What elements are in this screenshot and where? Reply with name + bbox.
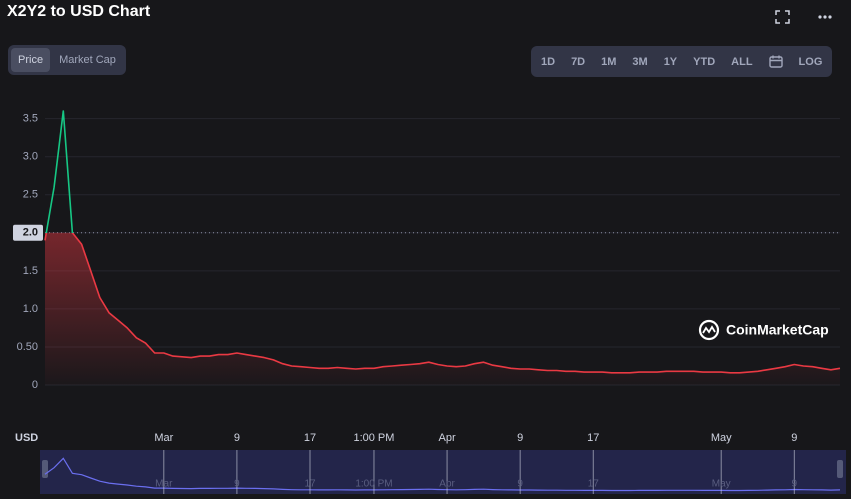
navigator-handle[interactable] — [42, 460, 48, 478]
navigator-handle[interactable] — [837, 460, 843, 478]
fullscreen-icon[interactable] — [775, 10, 790, 24]
calendar-icon — [768, 55, 783, 68]
y-tick-label: 3.0 — [23, 151, 38, 163]
y-tick-label: 3.5 — [23, 113, 38, 125]
navigator-tick-label: 17 — [304, 479, 316, 490]
y-tick-label: 2.0 — [23, 227, 38, 239]
navigator-tick-label: 9 — [234, 479, 240, 490]
range-button[interactable]: 1D — [541, 55, 556, 68]
range-button[interactable]: LOG — [798, 55, 823, 68]
y-tick-label: 1.0 — [23, 303, 38, 315]
navigator[interactable] — [40, 450, 846, 494]
x-tick-label: 17 — [304, 432, 316, 444]
navigator-tick-label: Mar — [155, 479, 173, 490]
watermark-text: CoinMarketCap — [726, 322, 829, 338]
view-toggle: Price Market Cap — [8, 45, 126, 75]
navigator-tick-label: May — [712, 479, 731, 490]
range-buttons: 1D 7D 1M 3M 1Y YTD ALL LOG — [531, 46, 833, 77]
x-tick-label: 9 — [234, 432, 240, 444]
navigator-tick-label: 17 — [588, 479, 600, 490]
toggle-button[interactable]: Market Cap — [59, 54, 116, 66]
x-tick-label: Mar — [154, 432, 173, 444]
navigator-tick-label: 9 — [517, 479, 523, 490]
x-tick-label: 17 — [587, 432, 599, 444]
navigator-tick-label: Apr — [439, 479, 455, 490]
calendar-button[interactable] — [762, 49, 790, 74]
navigator-line — [44, 457, 841, 492]
x-tick-label: May — [711, 432, 732, 444]
x-tick-label: Apr — [439, 432, 456, 444]
x-tick-label: 1:00 PM — [353, 432, 394, 444]
range-button[interactable]: 1Y — [663, 55, 678, 68]
navigator-tick-label: 1:00 PM — [355, 479, 392, 490]
x-tick-label: 9 — [791, 432, 797, 444]
price-area — [45, 232, 840, 385]
baseline-label-box — [13, 224, 43, 241]
more-icon[interactable] — [818, 15, 832, 19]
watermark: CoinMarketCap — [698, 319, 829, 341]
currency-label: USD — [15, 432, 38, 444]
range-button[interactable]: YTD — [693, 55, 716, 68]
y-tick-label: 0.50 — [17, 341, 38, 353]
toggle-button[interactable]: Price — [11, 48, 51, 72]
x-tick-label: 9 — [517, 432, 523, 444]
chart-title: X2Y2 to USD Chart — [7, 3, 151, 20]
y-tick-label: 2.5 — [23, 189, 38, 201]
range-button[interactable]: ALL — [731, 55, 753, 68]
range-button[interactable]: 3M — [632, 55, 648, 68]
range-button[interactable]: 7D — [571, 55, 586, 68]
range-button[interactable]: 1M — [601, 55, 617, 68]
y-tick-label: 1.5 — [23, 265, 38, 277]
y-tick-label: 0 — [32, 379, 38, 391]
navigator-tick-label: 9 — [792, 479, 798, 490]
price-line — [44, 110, 841, 374]
